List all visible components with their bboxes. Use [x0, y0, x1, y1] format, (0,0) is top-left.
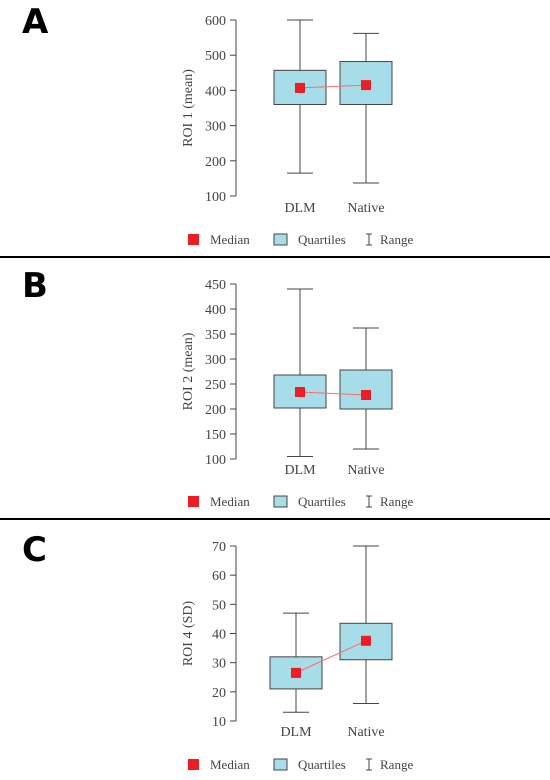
category-label: Native	[347, 725, 384, 740]
box-native	[339, 327, 393, 450]
y-tick-label: 250	[205, 378, 226, 393]
median-connector	[299, 84, 367, 89]
median-connector	[295, 640, 367, 674]
category-label: Native	[347, 201, 384, 216]
legend-median-label: Median	[210, 757, 250, 772]
panel-divider	[0, 256, 550, 258]
legend-quartiles-swatch	[273, 495, 288, 508]
y-tick-label: 40	[212, 628, 226, 643]
legend-range-label: Range	[380, 232, 413, 247]
median-marker	[295, 82, 305, 93]
legend-median-swatch	[188, 234, 199, 245]
panel-b: B 100 150 200 250 300 350 400 450 ROI 2 (mean) DL…	[0, 258, 550, 518]
box-native	[339, 545, 393, 704]
y-tick-label: 300	[205, 120, 226, 135]
y-tick-label: 50	[212, 598, 226, 613]
box-plot-chart: 100 150 200 250 300 350 400 450 ROI 2 (mean) DLM N…	[181, 278, 413, 509]
legend-median-swatch	[188, 759, 199, 770]
median-connector	[299, 391, 367, 396]
legend-quartiles-swatch	[273, 758, 288, 771]
panel-label: A	[22, 2, 49, 42]
y-tick-label: 450	[205, 278, 226, 293]
y-tick-label: 20	[212, 686, 226, 701]
box-plot-chart: 100 200 300 400 500 600 ROI 1 (mean) DLM Native M…	[181, 14, 413, 247]
median-marker	[295, 387, 305, 397]
legend-range-label: Range	[380, 757, 413, 772]
box-dlm	[269, 612, 323, 713]
box-plot-chart: 10 20 30 40 50 60 70 ROI 4 (SD) DLM Native Median Q…	[181, 540, 413, 772]
y-tick-label: 150	[205, 428, 226, 443]
legend-median-label: Median	[210, 494, 250, 509]
y-axis-label: ROI 2 (mean)	[181, 332, 196, 410]
y-tick-label: 30	[212, 657, 226, 672]
legend-median-label: Median	[210, 232, 250, 247]
legend-quartiles-label: Quartiles	[298, 494, 346, 509]
category-label: Native	[347, 463, 384, 478]
legend-median-swatch	[188, 496, 199, 507]
category-label: DLM	[284, 463, 316, 478]
category-label: DLM	[280, 725, 312, 740]
y-tick-label: 60	[212, 569, 226, 584]
median-marker	[291, 667, 301, 678]
y-tick-label: 350	[205, 328, 226, 343]
y-tick-label: 300	[205, 353, 226, 368]
panel-a: A 100 200 300 400 500 600 ROI 1 (mean) DLM Nativ…	[0, 0, 550, 256]
y-tick-label: 10	[212, 715, 226, 730]
panel-c: C 10 20 30 40 50 60 70 ROI 4 (SD) DLM Native Media…	[0, 520, 550, 780]
box-dlm	[273, 19, 327, 174]
box-dlm	[273, 288, 327, 457]
quartile-box	[339, 369, 393, 410]
legend-quartiles-swatch	[273, 233, 288, 246]
median-marker	[361, 390, 371, 400]
y-tick-label: 600	[205, 14, 226, 29]
y-tick-label: 70	[212, 540, 226, 555]
median-marker	[361, 635, 371, 646]
y-tick-label: 400	[205, 303, 226, 318]
y-axis-label: ROI 4 (SD)	[181, 601, 196, 667]
y-axis-label: ROI 1 (mean)	[181, 69, 196, 147]
category-label: DLM	[284, 201, 316, 216]
panel-divider	[0, 518, 550, 520]
panel-label: B	[22, 266, 48, 306]
legend-quartiles-label: Quartiles	[298, 232, 346, 247]
y-tick-label: 500	[205, 49, 226, 64]
y-tick-label: 200	[205, 155, 226, 170]
panel-label: C	[22, 530, 47, 570]
legend-quartiles-label: Quartiles	[298, 757, 346, 772]
y-tick-label: 400	[205, 84, 226, 99]
y-tick-label: 100	[205, 453, 226, 468]
median-marker	[361, 80, 371, 91]
y-tick-label: 200	[205, 403, 226, 418]
legend-range-label: Range	[380, 494, 413, 509]
box-native	[339, 32, 393, 184]
y-tick-label: 100	[205, 190, 226, 205]
